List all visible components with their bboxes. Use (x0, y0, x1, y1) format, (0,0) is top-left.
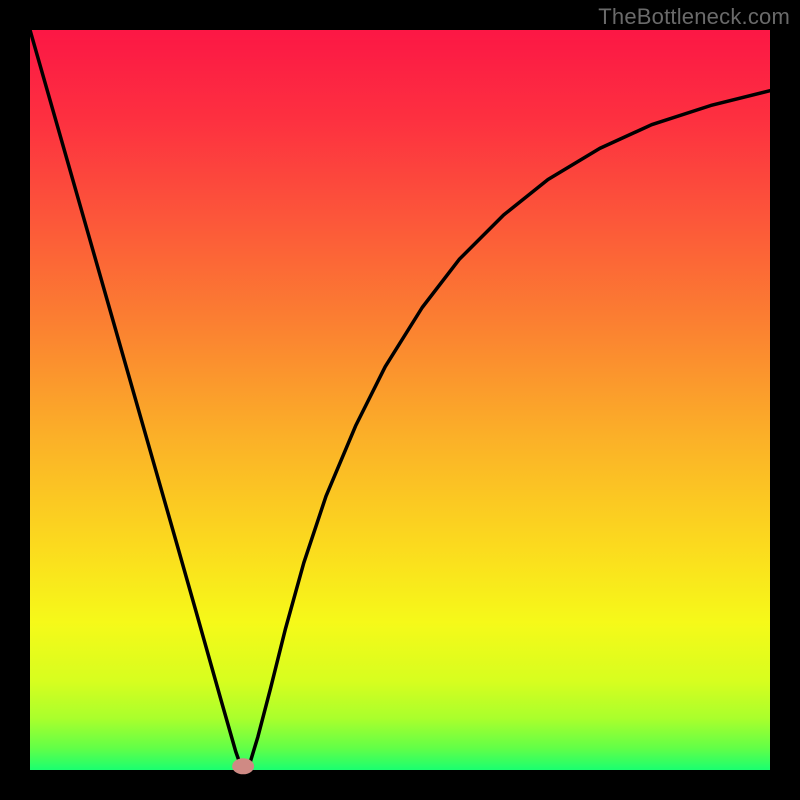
chart-container: TheBottleneck.com (0, 0, 800, 800)
watermark-text: TheBottleneck.com (598, 4, 790, 30)
optimal-point-marker (232, 758, 254, 774)
bottleneck-chart (0, 0, 800, 800)
plot-background (30, 30, 770, 770)
